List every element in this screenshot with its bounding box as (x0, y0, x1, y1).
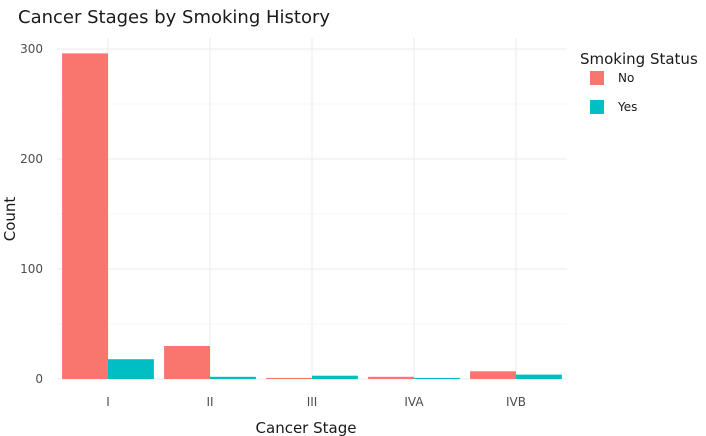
x-axis-ticks: I II III IVA IVB (106, 395, 526, 409)
y-axis-ticks: 0 100 200 300 (20, 42, 43, 386)
bar-no-ii (164, 346, 210, 379)
legend-swatch-yes (590, 100, 604, 114)
grid-lines (57, 38, 567, 380)
bars (62, 53, 562, 380)
bar-yes-iva (414, 377, 460, 379)
legend-title: Smoking Status (580, 50, 698, 68)
x-tick-label: II (206, 395, 213, 409)
bar-yes-iii (312, 375, 358, 379)
bar-no-i (62, 53, 108, 380)
y-tick-label: 200 (20, 152, 43, 166)
y-tick-label: 300 (20, 42, 43, 56)
bar-no-ivb (470, 371, 516, 379)
x-tick-label: III (307, 395, 318, 409)
legend-label-no: No (618, 71, 634, 85)
bar-no-iva (368, 376, 414, 379)
bar-no-iii (266, 377, 312, 379)
legend-label-yes: Yes (617, 100, 637, 114)
bar-yes-ivb (516, 374, 562, 379)
legend: Smoking Status No Yes (580, 50, 698, 114)
x-tick-label: I (106, 395, 110, 409)
x-tick-label: IVB (506, 395, 526, 409)
y-tick-label: 100 (20, 262, 43, 276)
y-tick-label: 0 (35, 372, 43, 386)
legend-swatch-no (590, 71, 604, 85)
y-axis-title: Count (1, 197, 19, 242)
x-tick-label: IVA (404, 395, 424, 409)
bar-yes-i (108, 359, 154, 379)
chart-title: Cancer Stages by Smoking History (18, 7, 330, 28)
bar-yes-ii (210, 376, 256, 379)
x-axis-title: Cancer Stage (256, 419, 357, 436)
